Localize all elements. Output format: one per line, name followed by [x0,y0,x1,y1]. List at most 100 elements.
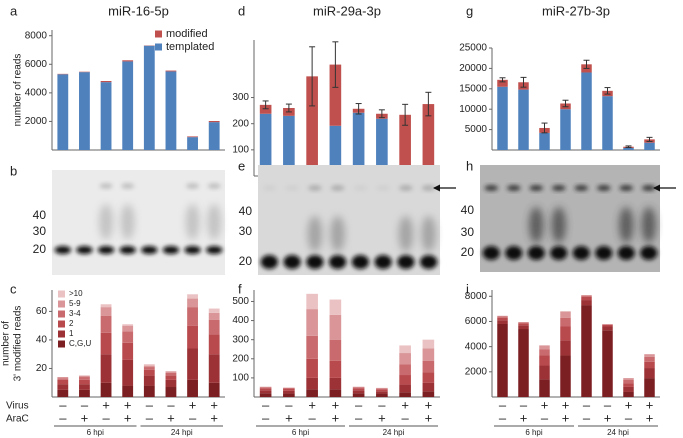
marker-label: 40 [461,203,475,217]
bar-segment [497,323,508,397]
bar-segment [497,320,508,324]
condition-symbol: – [81,397,89,412]
condition-symbol: – [309,410,317,425]
bar-segment [259,387,272,389]
gel-band-top [619,185,633,191]
error-bar [332,41,339,88]
condition-symbol: + [285,410,293,425]
bar-segment [283,393,295,397]
gel-smear [99,204,113,240]
error-bar [285,103,292,113]
bar-segment [518,329,529,397]
bar-segment [165,379,177,388]
gel-band [306,255,324,269]
gel-band [419,255,438,269]
gel-band [260,255,279,269]
condition-symbol: + [210,397,218,412]
bar-segment [143,364,155,366]
legend-label: templated [166,41,214,53]
row-label: AraC [6,414,29,425]
bar-segment [560,326,571,341]
group-label: 6 hpi [525,428,543,437]
condition-symbol: + [401,397,409,412]
marker-label: 40 [239,204,253,218]
bar-segment [422,348,435,361]
bar-segment [644,356,655,362]
gel-smear [185,204,200,240]
bar-segment [399,114,411,173]
bar-segment [208,122,220,150]
bar-segment [208,308,220,313]
bar-segment [329,339,342,361]
bar-segment [79,375,90,378]
panel-letter: h [466,158,473,173]
condition-symbol: + [425,410,433,425]
bar-segment [539,355,550,366]
bar-segment [283,390,295,394]
bar-segment [306,76,318,169]
condition-symbol: + [646,410,654,425]
condition-symbol: + [520,410,528,425]
y-tick-label: 20 [36,363,48,374]
bar-segment [329,360,342,378]
bar-segment [581,300,592,306]
bar-segment [57,384,69,390]
legend-label: 1 [69,329,74,338]
condition-symbol: – [583,397,591,412]
error-bar [625,145,632,149]
bar-segment [399,364,411,376]
bar-segment [352,112,365,176]
condition-symbol: – [102,410,110,425]
bar-segment [208,121,220,123]
bar-segment [100,304,112,308]
bar-segment [79,389,90,397]
bar-segment [259,390,272,394]
bar-segment [422,391,435,397]
panel-letter: g [466,3,473,18]
bar-segment [187,307,198,326]
bar-segment [100,332,112,355]
error-bar [646,136,653,142]
bar-segment [497,316,508,318]
gel-band-top [507,185,521,191]
bar-segment [165,70,177,72]
condition-symbol: + [562,410,570,425]
legend-swatch [58,320,65,328]
y-tick-label: 200 [232,353,249,364]
chart-title: miR-29a-3p [313,3,381,18]
bar-segment [122,342,134,360]
bar-segment [329,299,342,315]
marker-label: 20 [33,242,47,256]
y-axis-label: number of [1,321,12,366]
condition-symbol: + [378,410,386,425]
bar-segment [329,377,342,390]
gel-smear [619,207,634,243]
bar-segment [581,295,592,297]
marker-label: 40 [33,208,47,222]
condition-symbol: + [541,397,549,412]
bar-segment [122,359,134,386]
y-axis-label: 3' modified reads [13,306,24,382]
bar-segment [306,293,318,310]
gel-band [572,246,590,260]
condition-symbol: – [402,410,410,425]
bar-segment [376,393,388,397]
gel-band [328,255,347,269]
condition-symbol: + [562,397,570,412]
marker-label: 30 [239,224,253,238]
gel-band-top [330,185,345,191]
bar-segment [352,388,365,391]
bar-segment [376,389,388,392]
condition-symbol: – [378,397,386,412]
y-tick-label: 300 [232,92,249,103]
gel-band-top [376,185,390,191]
bar-segment [259,393,272,397]
error-bar [499,77,506,83]
y-tick-label: 5000 [465,124,488,135]
bar-segment [376,388,388,390]
error-bar [425,91,432,117]
condition-symbol: – [59,410,67,425]
bar-segment [376,388,388,389]
y-axis-label: number of reads [13,54,24,127]
bar-segment [560,355,571,397]
